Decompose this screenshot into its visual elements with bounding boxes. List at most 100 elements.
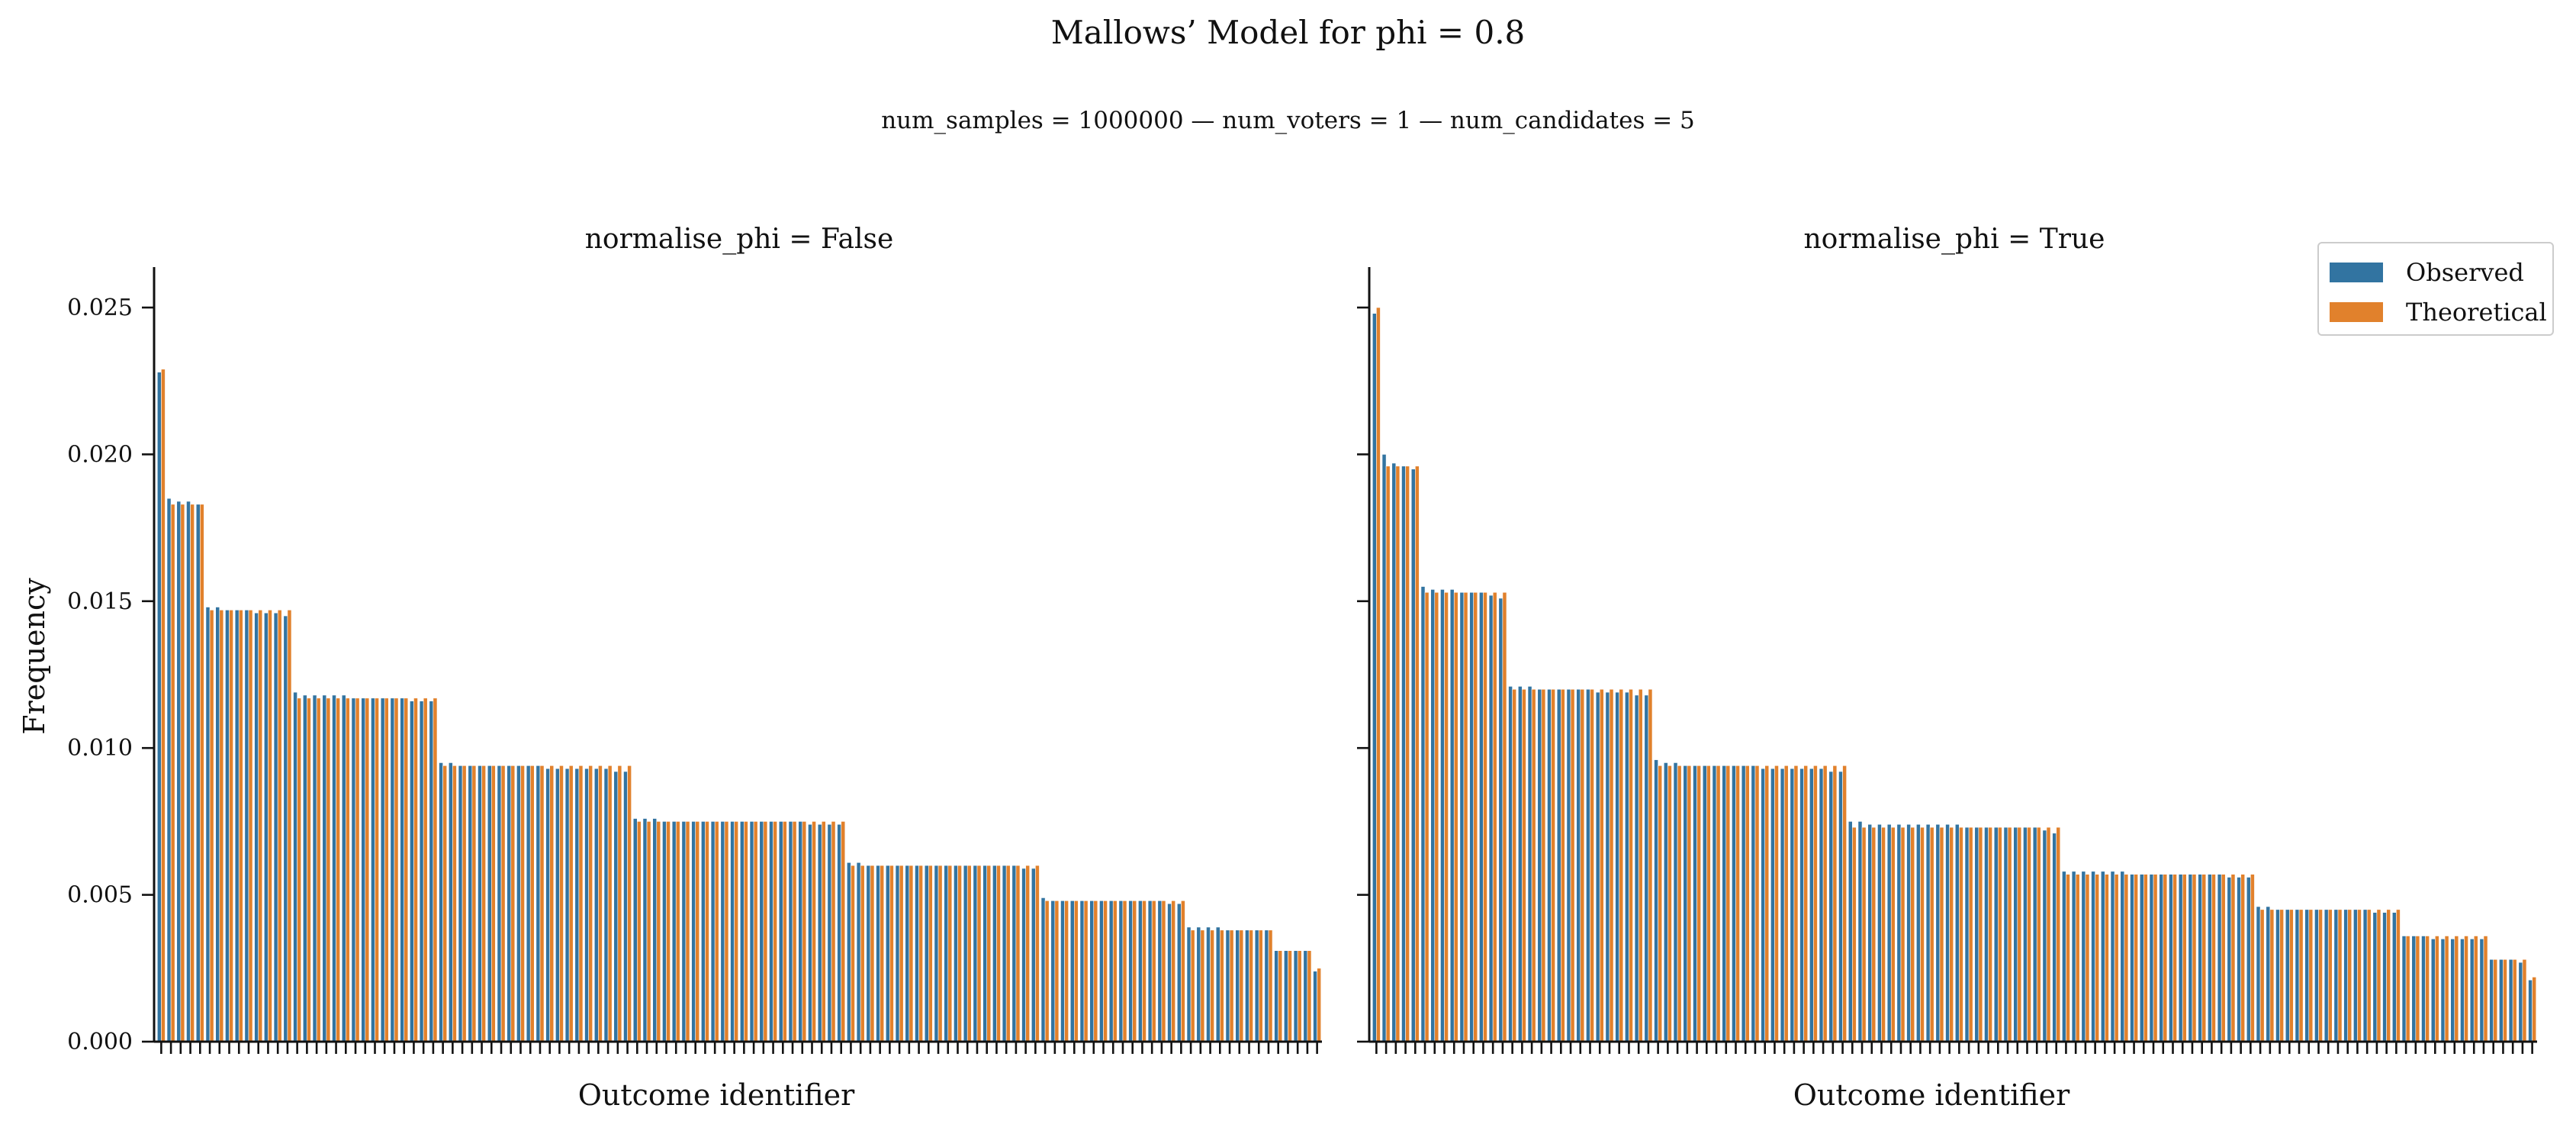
chart-subtitle: num_samples = 1000000 — num_voters = 1 —… (881, 107, 1695, 134)
bar-theoretical (1190, 929, 1195, 1042)
bar-theoretical (170, 504, 175, 1042)
bar-observed (1954, 823, 1960, 1042)
bar-observed (419, 701, 424, 1042)
bar-theoretical (384, 697, 389, 1042)
bar-theoretical (248, 610, 253, 1042)
bar-observed (341, 694, 346, 1042)
bar-observed (1586, 688, 1590, 1042)
bar-observed (2450, 939, 2455, 1042)
bar-theoretical (1910, 826, 1915, 1042)
bar-observed (205, 607, 211, 1042)
bar-theoretical (1424, 591, 1430, 1042)
bar-theoretical (1667, 765, 1672, 1042)
bar-observed (448, 762, 453, 1042)
bar-observed (1391, 462, 1397, 1042)
bar-theoretical (199, 504, 204, 1042)
bar-observed (1673, 762, 1678, 1042)
bar-theoretical (2134, 874, 2138, 1042)
bar-observed (1060, 900, 1065, 1042)
bar-observed (176, 501, 182, 1042)
bar-theoretical (1687, 765, 1692, 1042)
bar-theoretical (2259, 909, 2265, 1042)
bar-theoretical (2308, 909, 2314, 1042)
bar-observed (156, 372, 162, 1042)
bar-theoretical (2405, 936, 2410, 1042)
bar-observed (769, 821, 773, 1042)
bar-theoretical (1492, 591, 1497, 1042)
bar-theoretical (2007, 826, 2012, 1042)
bar-observed (380, 697, 385, 1042)
bar-theoretical (229, 610, 233, 1042)
bar-observed (1906, 823, 1912, 1042)
bar-theoretical (471, 765, 477, 1042)
bar-observed (186, 501, 191, 1042)
bar-observed (1654, 759, 1658, 1042)
bar-theoretical (238, 610, 243, 1042)
bar-theoretical (2105, 874, 2109, 1042)
bar-observed (264, 612, 269, 1042)
bar-theoretical (1142, 900, 1146, 1042)
bar-theoretical (2376, 909, 2381, 1042)
bar-theoretical (646, 821, 651, 1042)
bar-theoretical (899, 865, 904, 1042)
bar-observed (2266, 906, 2271, 1042)
bar-theoretical (1093, 900, 1098, 1042)
bar-observed (973, 865, 978, 1042)
bar-observed (2479, 939, 2484, 1042)
bar-observed (1440, 589, 1445, 1042)
bar-observed (2130, 874, 2134, 1042)
bar-theoretical (394, 697, 399, 1042)
bar-theoretical (1629, 688, 1633, 1042)
bar-theoretical (666, 821, 671, 1042)
bar-theoretical (1258, 929, 1263, 1042)
bar-observed (507, 765, 512, 1042)
bar-observed (2489, 958, 2494, 1042)
bar-theoretical (656, 821, 661, 1042)
bar-theoretical (2192, 874, 2197, 1042)
bar-theoretical (2066, 874, 2070, 1042)
bar-theoretical (2230, 874, 2236, 1042)
bar-observed (1050, 900, 1056, 1042)
bar-observed (1663, 762, 1668, 1042)
bar-theoretical (617, 765, 622, 1042)
bar-theoretical (2444, 936, 2449, 1042)
bar-observed (1761, 768, 1766, 1042)
bar-theoretical (792, 821, 797, 1042)
bar-theoretical (714, 821, 719, 1042)
bar-theoretical (355, 697, 360, 1042)
bar-observed (1945, 823, 1950, 1042)
x-axis-label: Outcome identifier (1793, 1078, 2070, 1112)
bar-observed (2518, 962, 2523, 1042)
bar-observed (662, 821, 667, 1042)
bar-theoretical (481, 765, 486, 1042)
bar-theoretical (578, 765, 584, 1042)
bar-theoretical (365, 697, 370, 1042)
bar-observed (1108, 900, 1114, 1042)
bar-observed (371, 697, 375, 1042)
bar-observed (2091, 871, 2095, 1042)
bar-observed (642, 818, 648, 1042)
bar-observed (545, 768, 551, 1042)
panel-title: normalise_phi = False (585, 224, 894, 255)
bar-observed (778, 821, 783, 1042)
bar-theoretical (870, 865, 875, 1042)
bar-theoretical (1619, 688, 1624, 1042)
bar-observed (429, 701, 434, 1042)
bar-observed (2208, 874, 2212, 1042)
bar-theoretical (636, 821, 642, 1042)
bar-theoretical (1900, 826, 1905, 1042)
bar-observed (1031, 868, 1036, 1042)
bar-theoretical (1959, 826, 1963, 1042)
bar-theoretical (2085, 874, 2090, 1042)
bar-theoretical (928, 865, 933, 1042)
bar-observed (895, 865, 900, 1042)
bar-observed (1683, 765, 1688, 1042)
bar-theoretical (1590, 688, 1594, 1042)
bar-observed (2042, 830, 2047, 1042)
bar-theoretical (1297, 950, 1302, 1042)
bar-theoretical (831, 821, 836, 1042)
bar-observed (2256, 906, 2261, 1042)
bar-observed (1381, 454, 1387, 1042)
bar-observed (1993, 826, 1999, 1042)
